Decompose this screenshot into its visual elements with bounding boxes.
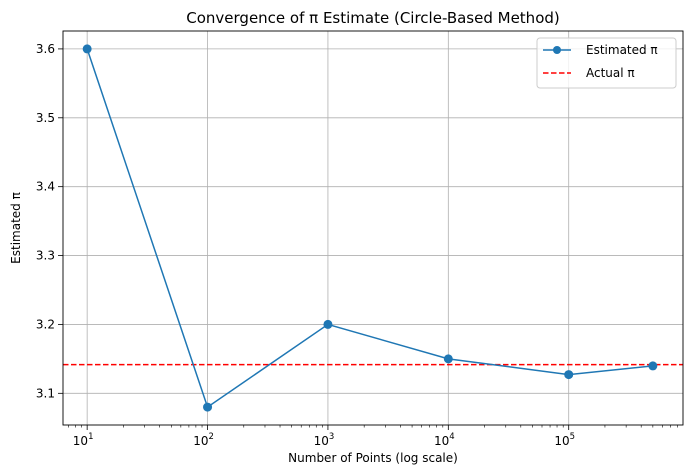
y-tick-label: 3.4 bbox=[36, 180, 55, 194]
plot-area bbox=[62, 30, 684, 426]
x-tick-base: 10 bbox=[314, 434, 329, 448]
x-tick-exponent: 3 bbox=[329, 432, 334, 442]
x-tick-label: 105 bbox=[554, 432, 575, 448]
data-point bbox=[648, 361, 658, 371]
y-tick-label: 3.1 bbox=[36, 386, 55, 400]
legend: Estimated π Actual π bbox=[536, 37, 677, 89]
x-tick-base: 10 bbox=[193, 434, 208, 448]
data-point bbox=[323, 319, 333, 329]
x-tick-exponent: 2 bbox=[208, 432, 213, 442]
legend-label-actual: Actual π bbox=[586, 66, 635, 80]
y-tick-label: 3.3 bbox=[36, 249, 55, 263]
series-line-estimated bbox=[86, 48, 653, 409]
x-tick-label: 102 bbox=[193, 432, 214, 448]
y-axis-label: Estimated π bbox=[9, 192, 23, 264]
data-point bbox=[564, 370, 574, 380]
chart-title: Convergence of π Estimate (Circle-Based … bbox=[186, 9, 560, 27]
series-layer bbox=[82, 44, 658, 412]
data-point bbox=[443, 354, 453, 364]
legend-label-estimated: Estimated π bbox=[586, 43, 658, 57]
legend-marker-estimated bbox=[553, 46, 561, 54]
x-tick-exponent: 4 bbox=[449, 432, 454, 442]
y-tick-label: 3.5 bbox=[36, 111, 55, 125]
x-axis-ticks: 101 102 103 104 105 bbox=[68, 425, 678, 448]
y-tick-label: 3.6 bbox=[36, 42, 55, 56]
x-tick-base: 10 bbox=[434, 434, 449, 448]
x-tick-label: 104 bbox=[434, 432, 455, 448]
x-tick-exponent: 1 bbox=[88, 432, 93, 442]
data-point bbox=[203, 402, 213, 412]
x-axis-label: Number of Points (log scale) bbox=[288, 451, 458, 465]
data-point bbox=[82, 44, 92, 54]
x-tick-label: 103 bbox=[314, 432, 335, 448]
grid bbox=[63, 31, 683, 425]
legend-box bbox=[536, 37, 677, 89]
x-tick-label: 101 bbox=[73, 432, 94, 448]
x-tick-exponent: 5 bbox=[570, 432, 575, 442]
y-tick-label: 3.2 bbox=[36, 317, 55, 331]
x-tick-base: 10 bbox=[554, 434, 569, 448]
x-tick-base: 10 bbox=[73, 434, 88, 448]
y-axis-ticks: 3.1 3.2 3.3 3.4 3.5 3.6 bbox=[36, 42, 63, 400]
